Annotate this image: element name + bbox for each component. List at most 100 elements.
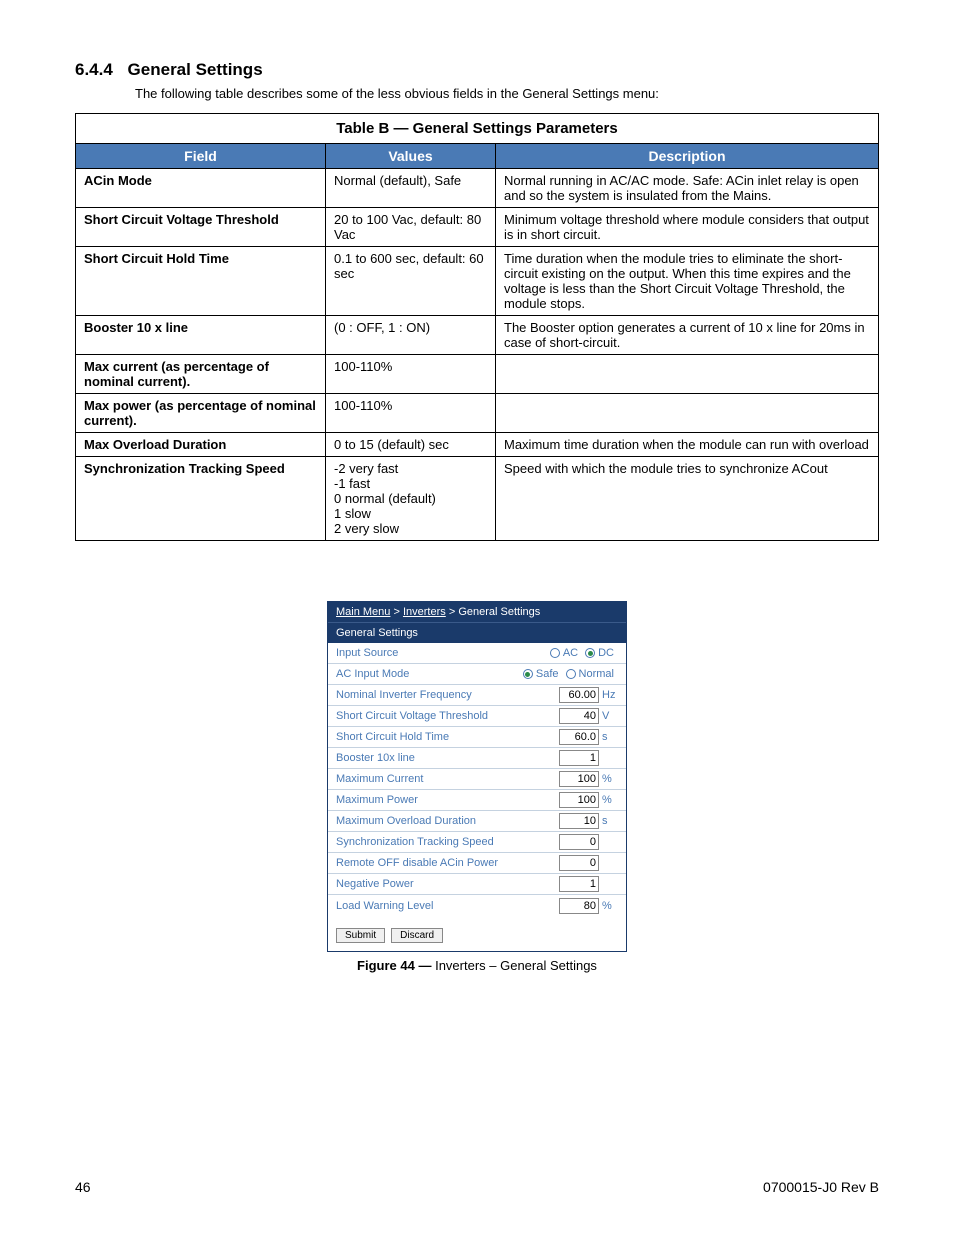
panel-unit: Hz (602, 689, 618, 701)
cell-values: 100-110% (326, 355, 496, 394)
page-number: 46 (75, 1179, 91, 1195)
discard-button[interactable]: Discard (391, 928, 443, 943)
cell-field: Short Circuit Voltage Threshold (76, 208, 326, 247)
radio-safe[interactable] (523, 669, 533, 679)
cell-values: 20 to 100 Vac, default: 80 Vac (326, 208, 496, 247)
cell-values: 0 to 15 (default) sec (326, 433, 496, 457)
panel-row: Input Source AC DC (328, 643, 626, 664)
cell-values: 0.1 to 600 sec, default: 60 sec (326, 247, 496, 316)
cell-desc: Speed with which the module tries to syn… (496, 457, 879, 541)
cell-field: Synchronization Tracking Speed (76, 457, 326, 541)
cell-desc: Minimum voltage threshold where module c… (496, 208, 879, 247)
cell-desc (496, 355, 879, 394)
panel-input[interactable] (559, 813, 599, 829)
panel-unit: V (602, 710, 618, 722)
panel-input[interactable] (559, 876, 599, 892)
panel-row: AC Input Mode Safe Normal (328, 664, 626, 685)
th-desc: Description (496, 144, 879, 169)
panel-row: Short Circuit Voltage Threshold V (328, 706, 626, 727)
radio-label: DC (598, 647, 614, 659)
panel-row: Synchronization Tracking Speed (328, 832, 626, 853)
panel-label: Nominal Inverter Frequency (336, 689, 559, 701)
panel-label: Maximum Current (336, 773, 559, 785)
table-row: Synchronization Tracking Speed-2 very fa… (76, 457, 879, 541)
figure-number: Figure 44 — (357, 958, 435, 973)
panel-label: Short Circuit Hold Time (336, 731, 559, 743)
panel-input[interactable] (559, 855, 599, 871)
figure-caption: Figure 44 — Inverters – General Settings (75, 958, 879, 973)
cell-field: Max Overload Duration (76, 433, 326, 457)
table-caption: Table B — General Settings Parameters (75, 113, 879, 143)
cell-field: Max current (as percentage of nominal cu… (76, 355, 326, 394)
panel-input[interactable] (559, 708, 599, 724)
panel-input[interactable] (559, 729, 599, 745)
panel-unit: s (602, 731, 618, 743)
panel-label: Remote OFF disable ACin Power (336, 857, 559, 869)
panel-row: Maximum Overload Duration s (328, 811, 626, 832)
th-field: Field (76, 144, 326, 169)
panel-row: Maximum Current% (328, 769, 626, 790)
radio-normal[interactable] (566, 669, 576, 679)
cell-field: Booster 10 x line (76, 316, 326, 355)
table-row: Max Overload Duration0 to 15 (default) s… (76, 433, 879, 457)
panel-row: Remote OFF disable ACin Power (328, 853, 626, 874)
panel-unit: % (602, 794, 618, 806)
panel-label: Synchronization Tracking Speed (336, 836, 559, 848)
cell-values: -2 very fast -1 fast 0 normal (default) … (326, 457, 496, 541)
panel-unit: s (602, 815, 618, 827)
cell-values: 100-110% (326, 394, 496, 433)
cell-desc: Maximum time duration when the module ca… (496, 433, 879, 457)
cell-field: Short Circuit Hold Time (76, 247, 326, 316)
radio-label: AC (563, 647, 578, 659)
panel-label: Booster 10x line (336, 752, 559, 764)
panel-row: Nominal Inverter Frequency Hz (328, 685, 626, 706)
table-row: Short Circuit Hold Time0.1 to 600 sec, d… (76, 247, 879, 316)
cell-desc: Normal running in AC/AC mode. Safe: ACin… (496, 169, 879, 208)
section-number: 6.4.4 (75, 60, 113, 79)
panel-label: AC Input Mode (336, 668, 523, 680)
cell-desc: Time duration when the module tries to e… (496, 247, 879, 316)
panel-label: Maximum Power (336, 794, 559, 806)
panel-label: Load Warning Level (336, 900, 559, 912)
radio-label: Normal (579, 668, 614, 680)
doc-id: 0700015-J0 Rev B (763, 1179, 879, 1195)
panel-input[interactable] (559, 898, 599, 914)
panel-input[interactable] (559, 792, 599, 808)
breadcrumb-inverters[interactable]: Inverters (403, 606, 446, 618)
panel-input[interactable] (559, 750, 599, 766)
page-footer: 46 0700015-J0 Rev B (75, 1179, 879, 1195)
panel-input[interactable] (559, 771, 599, 787)
panel-unit: % (602, 900, 618, 912)
breadcrumb-main[interactable]: Main Menu (336, 606, 390, 618)
breadcrumb: Main Menu > Inverters > General Settings (328, 602, 626, 622)
panel-row: Short Circuit Hold Time s (328, 727, 626, 748)
radio-label: Safe (536, 668, 559, 680)
radio-dc[interactable] (585, 648, 595, 658)
cell-desc (496, 394, 879, 433)
panel-row: Load Warning Level% (328, 895, 626, 916)
panel-input[interactable] (559, 687, 599, 703)
cell-values: Normal (default), Safe (326, 169, 496, 208)
section-title: General Settings (128, 60, 263, 79)
table-row: Booster 10 x line(0 : OFF, 1 : ON)The Bo… (76, 316, 879, 355)
panel-label: Short Circuit Voltage Threshold (336, 710, 559, 722)
settings-panel: Main Menu > Inverters > General Settings… (327, 601, 627, 952)
panel-row: Booster 10x line (328, 748, 626, 769)
section-heading: 6.4.4 General Settings (75, 60, 879, 80)
panel-label: Negative Power (336, 878, 559, 890)
panel-unit: % (602, 773, 618, 785)
panel-row: Negative Power (328, 874, 626, 895)
panel-label: Maximum Overload Duration (336, 815, 559, 827)
cell-values: (0 : OFF, 1 : ON) (326, 316, 496, 355)
radio-ac[interactable] (550, 648, 560, 658)
panel-title: General Settings (328, 622, 626, 643)
table-row: Max current (as percentage of nominal cu… (76, 355, 879, 394)
panel-label: Input Source (336, 647, 550, 659)
table-row: ACin ModeNormal (default), SafeNormal ru… (76, 169, 879, 208)
figure-text: Inverters – General Settings (435, 958, 597, 973)
intro-text: The following table describes some of th… (135, 86, 879, 101)
panel-input[interactable] (559, 834, 599, 850)
params-table: Table B — General Settings Parameters Fi… (75, 113, 879, 541)
submit-button[interactable]: Submit (336, 928, 385, 943)
panel-row: Maximum Power% (328, 790, 626, 811)
